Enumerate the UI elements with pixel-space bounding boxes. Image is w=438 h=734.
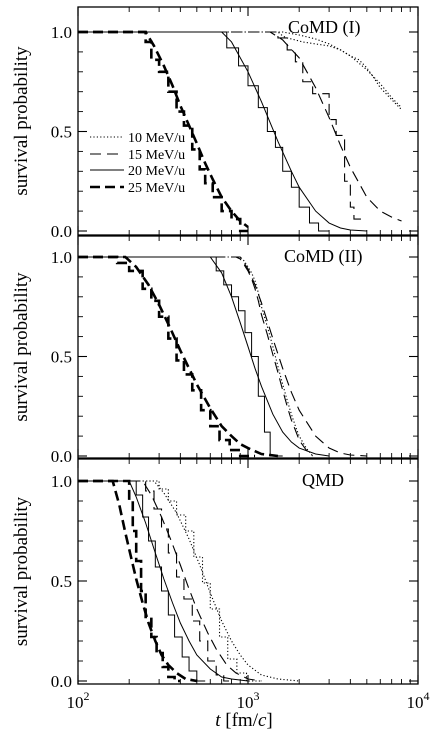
series-25-mev-u-fit (78, 479, 198, 683)
y-tick-label: 0.0 (51, 222, 72, 241)
series-25-mev-u-sim (78, 30, 248, 233)
series-20-mev-u-fit (78, 480, 249, 682)
series-10-mev-u-fit (78, 31, 402, 109)
series-15-mev-u-fit (78, 480, 262, 682)
y-tick-label: 0.5 (51, 572, 72, 591)
series-25-mev-u-sim (78, 255, 256, 458)
panel-3: 0.0 1.0 0.5 survival probability QMD 102 103 10… (11, 458, 430, 712)
y-tick-label: 0.5 (51, 348, 72, 367)
y-tick-label: 0.5 (51, 123, 72, 142)
curves (78, 255, 367, 458)
legend-label: 25 MeV/u (128, 181, 185, 196)
series-20-mev-u-fit (78, 31, 367, 232)
curves (78, 479, 300, 683)
panel-title: CoMD (II) (284, 246, 363, 267)
legend-label: 20 MeV/u (128, 164, 185, 179)
y-tick-label: 0.0 (51, 447, 72, 466)
panel-frame (77, 6, 419, 236)
y-tick-label: 1.0 (51, 248, 72, 267)
legend-label: 15 MeV/u (128, 148, 185, 163)
series-15-mev-u-sim (78, 480, 232, 682)
panel-title: QMD (302, 470, 344, 490)
series-25-mev-u-fit (78, 255, 279, 458)
panel-2: 0.0 1.0 0.5 survival probability CoMD (II) (11, 235, 419, 466)
series-10-mev-u-sim (78, 256, 314, 457)
x-tick-label: 103 (237, 689, 260, 712)
series-15-mev-u-fit (78, 31, 402, 222)
series-15-mev-u-sim (78, 256, 314, 457)
y-tick-label: 0.0 (51, 672, 72, 691)
series-25-mev-u-fit (78, 30, 249, 229)
panel-1: 0.0 1.0 0.5 survival probability CoMD (I) (11, 6, 419, 241)
y-axis-title: survival probability (11, 496, 32, 646)
curves (78, 30, 402, 233)
y-axis-title: survival probability (11, 46, 32, 196)
series-20-mev-u-fit (78, 256, 330, 457)
y-tick-label: 1.0 (51, 23, 72, 42)
legend: 10 MeV/u 15 MeV/u20 MeV/u 25 MeV/u (90, 131, 185, 196)
x-tick-label: 102 (67, 689, 90, 712)
series-10-mev-u-sim (78, 480, 262, 682)
legend-label: 10 MeV/u (128, 131, 185, 146)
series-15-mev-u-sim (78, 31, 367, 220)
series-10-mev-u-fit (78, 480, 300, 682)
y-axis-title: survival probability (11, 272, 32, 422)
y-tick-label: 1.0 (51, 472, 72, 491)
series-10-mev-u-sim (78, 31, 402, 110)
x-axis-title: t [fm/c] (215, 710, 273, 731)
series-20-mev-u-sim (78, 256, 283, 457)
series-20-mev-u-sim (78, 480, 206, 682)
series-15-mev-u-fit (78, 256, 367, 457)
series-20-mev-u-sim (78, 31, 330, 232)
panel-title: CoMD (I) (288, 17, 361, 38)
x-tick-label: 104 (407, 689, 430, 712)
